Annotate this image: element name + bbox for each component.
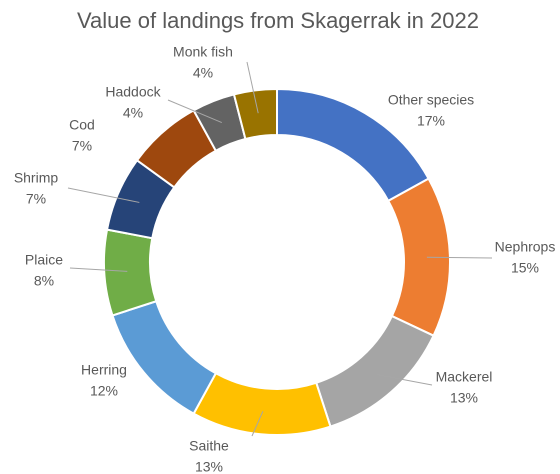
slice-label: Herring: [81, 362, 127, 378]
slice-label: Shrimp: [14, 170, 59, 186]
slice: [111, 299, 218, 415]
value-label: 8%: [34, 273, 54, 289]
value-label: 13%: [450, 390, 478, 406]
value-label: 7%: [72, 138, 92, 154]
chart-title: Value of landings from Skagerrak in 2022: [77, 8, 479, 33]
value-label: 4%: [123, 105, 143, 121]
slice-label: Plaice: [25, 252, 63, 268]
slice-label: Other species: [388, 92, 474, 108]
value-label: 15%: [511, 260, 539, 276]
slice: [192, 371, 332, 436]
leader-line: [67, 187, 140, 203]
leader-line: [251, 411, 264, 437]
value-label: 7%: [26, 191, 46, 207]
slice-label: Monk fish: [173, 44, 233, 60]
leader-line: [376, 374, 433, 386]
leader-line: [69, 267, 128, 272]
slice-label: Nephrops: [495, 239, 556, 255]
value-label: 4%: [193, 65, 213, 81]
leader-line: [426, 256, 493, 259]
value-label: 12%: [90, 383, 118, 399]
slice: [232, 87, 278, 141]
slice-label: Cod: [69, 117, 95, 133]
leader-line: [246, 61, 259, 114]
leader-line: [167, 99, 222, 123]
slice-label: Mackerel: [436, 369, 493, 385]
slice-label: Saithe: [189, 438, 229, 454]
slice: [314, 314, 435, 428]
value-label: 13%: [195, 459, 223, 474]
slice: [103, 228, 158, 317]
value-label: 17%: [417, 113, 445, 129]
slice-label: Haddock: [105, 84, 161, 100]
